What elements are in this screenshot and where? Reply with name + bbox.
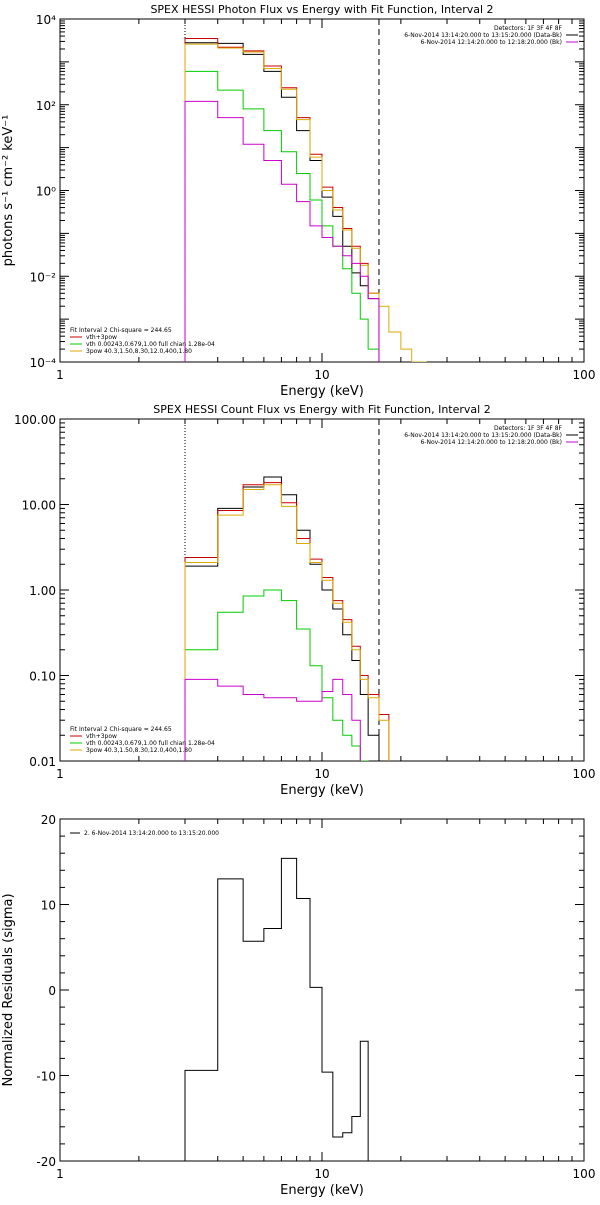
legend-entry: vth 0.00243,0.679,1.00 full chian 1.28e-… [86,740,215,747]
x-tick-label: 10 [314,767,329,781]
x-tick-label: 100 [573,767,596,781]
x-tick-label: 100 [573,1167,596,1181]
series-group [184,38,427,362]
series-line-data-bk [184,42,380,362]
legend-entry: vth+3pow [86,733,117,740]
legend-entry: 6-Nov-2014 12:14:20.000 to 12:18:20.000 … [420,439,562,446]
y-tick-label: 100.00 [14,413,56,427]
x-tick-label: 10 [314,1167,329,1181]
panel-1: 1 10 100 10⁻⁴ 10⁻² 10⁰ 10² 10⁴ SPEX HESSI Photon… [1,3,595,399]
x-axis-label: Energy (keV) [280,783,364,798]
y-axis-label: Normalized Residuals (sigma) [1,893,16,1086]
chart-title: SPEX HESSI Photon Flux vs Energy with Fi… [150,3,493,16]
legend-entry: 3pow 40.3,1.50,8.30,12.0,400,1.80 [86,747,192,754]
series-line-data-bk [184,476,380,761]
series-line-vth [184,70,380,362]
legend-entry: 2. 6-Nov-2014 13:14:20.000 to 13:15:20.0… [84,830,219,837]
y-tick-label: 10⁻² [30,270,57,284]
legend-entry: vth+3pow [86,334,117,341]
legend-entry: Fit Interval 2 Chi-square = 244.65 [70,726,172,733]
series-line-bk [184,100,380,362]
y-tick-label: 0 [48,984,56,998]
x-axis-label: Energy (keV) [280,384,364,399]
y-axis-label: photons s⁻¹ cm⁻² keV⁻¹ [1,115,16,267]
x-tick-label: 1 [56,767,64,781]
x-tick-label: 10 [314,368,329,382]
legend-entry: 6-Nov-2014 13:14:20.000 to 13:15:20.000 … [404,32,562,39]
legend-entry: Detectors: 1F 3F 4F 8F [494,25,563,32]
series-line-vth-3pow [184,482,390,761]
legend-entry: 3pow 40.3,1.50,8.30,12.0,400,1.80 [86,348,192,355]
series-line-vth-3pow [184,38,380,362]
legend-entry: 6-Nov-2014 12:14:20.000 to 12:18:20.000 … [420,39,562,46]
y-tick-label: 0.10 [29,670,56,684]
y-tick-label: 0.01 [29,755,56,769]
legend-entry: Detectors: 1F 3F 4F 8F [494,425,563,432]
series-line-bk [184,678,361,761]
series-line-3pow [184,43,427,362]
y-tick-label: -10 [36,1070,56,1084]
y-tick-label: 10⁻⁴ [30,356,57,370]
y-tick-label: 10² [36,99,56,113]
x-axis-label: Energy (keV) [280,1183,364,1198]
y-tick-label: 20 [41,813,56,827]
legend-entry: Fit Interval 2 Chi-square = 244.65 [70,327,172,334]
y-tick-label: 10 [41,899,56,913]
x-tick-label: 1 [56,1167,64,1181]
y-tick-label: 1.00 [29,584,56,598]
panel-3: 1 10 100 -20 -10 0 10 20 Energy (keV) Normalized … [1,813,595,1198]
y-tick-label: -20 [36,1155,56,1169]
legend-entry: vth 0.00243,0.679,1.00 full chian 1.28e-… [86,341,215,348]
legend-entry: 6-Nov-2014 13:14:20.000 to 13:15:20.000 … [404,432,562,439]
series-group [184,476,390,761]
y-tick-label: 10⁰ [36,185,56,199]
x-tick-label: 1 [56,368,64,382]
panel-2: 1 10 100 0.01 0.10 1.00 10.00 100.00 SPEX HESSI … [14,403,595,798]
series-line-residuals [184,857,369,1161]
series-group [184,857,369,1161]
y-tick-label: 10.00 [22,499,56,513]
chart-title: SPEX HESSI Count Flux vs Energy with Fit… [153,403,490,416]
x-tick-label: 100 [573,368,596,382]
y-tick-label: 10⁴ [36,13,56,27]
series-line-3pow [184,484,390,761]
